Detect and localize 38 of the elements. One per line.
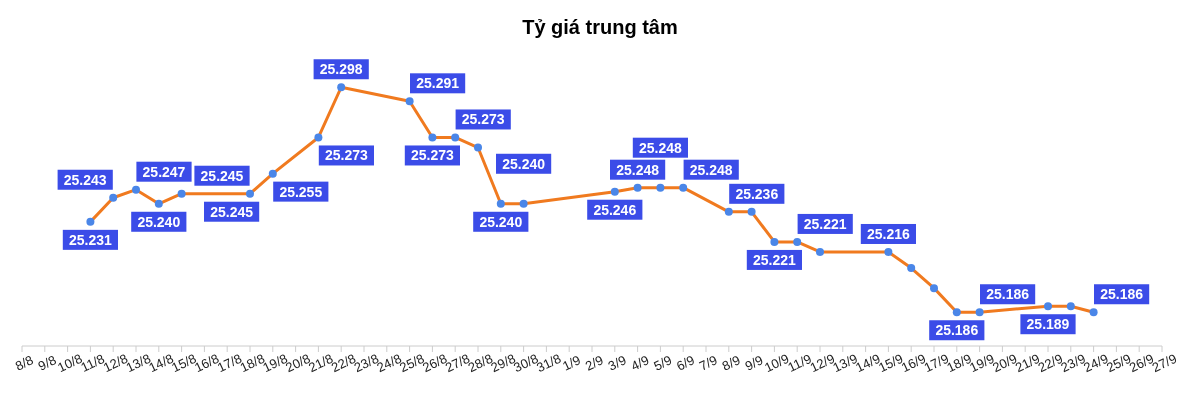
x-tick-label: 2/9 (582, 352, 606, 374)
x-tick-label: 5/9 (651, 352, 675, 374)
data-label: 25.216 (866, 225, 911, 242)
data-label: 25.273 (461, 111, 505, 128)
data-label: 25.248 (689, 161, 733, 178)
data-label: 25.221 (752, 251, 797, 268)
data-label: 25.186 (935, 322, 979, 339)
data-label: 25.273 (410, 147, 455, 164)
data-label: 25.245 (210, 203, 254, 220)
data-label: 25.240 (137, 213, 181, 230)
data-label: 25.186 (1100, 286, 1144, 303)
data-label: 25.298 (319, 61, 363, 78)
data-label: 25.221 (803, 215, 847, 232)
data-label: 25.236 (735, 185, 779, 202)
x-tick-label: 3/9 (605, 352, 629, 374)
x-tick-label: 1/9 (560, 352, 583, 374)
x-tick-label: 8/8 (12, 352, 36, 374)
data-label: 25.245 (200, 167, 244, 184)
data-label: 25.248 (616, 161, 660, 178)
data-label: 25.246 (593, 201, 637, 218)
data-label: 25.240 (479, 213, 523, 230)
data-label: 25.243 (63, 171, 107, 188)
data-label: 25.240 (502, 155, 546, 172)
x-tick-label: 9/8 (35, 352, 59, 374)
x-tick-label: 6/9 (674, 352, 697, 374)
data-label: 25.186 (986, 286, 1030, 303)
data-label: 25.231 (68, 231, 113, 248)
x-tick-label: 4/9 (628, 352, 652, 374)
x-tick-label: 9/9 (742, 352, 766, 374)
x-tick-label: 8/9 (719, 352, 743, 374)
x-tick-label: 7/9 (696, 352, 720, 374)
data-label: 25.189 (1026, 316, 1070, 333)
data-label: 25.248 (638, 139, 683, 156)
data-label: 25.247 (142, 163, 186, 180)
data-label: 25.273 (324, 147, 369, 164)
data-label: 25.255 (279, 183, 323, 200)
data-label: 25.291 (416, 75, 460, 92)
chart-title: Tỷ giá trung tâm (521, 15, 679, 40)
